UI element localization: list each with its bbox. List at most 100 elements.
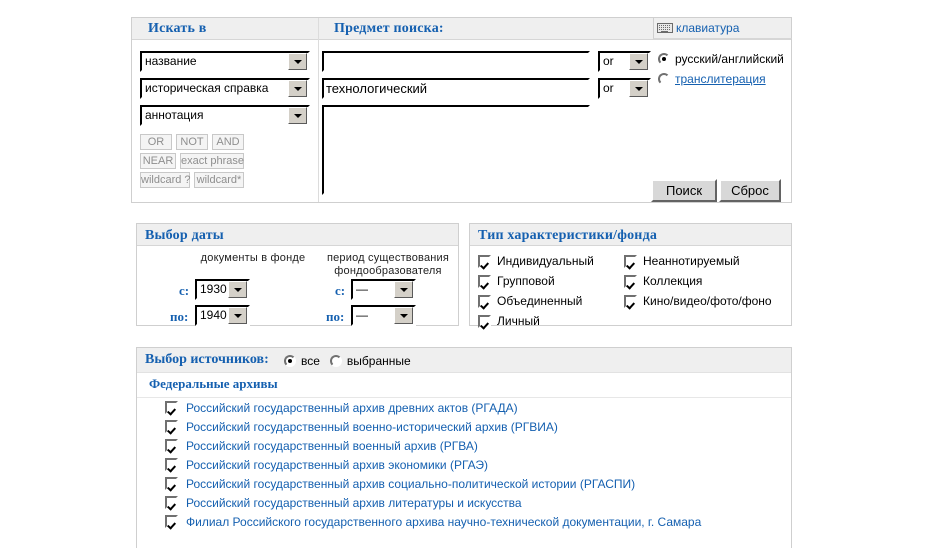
checkbox-media[interactable] — [624, 294, 637, 308]
fund-type-option-group[interactable]: Групповой — [478, 274, 555, 288]
checkbox-archive-rgantd-samara[interactable] — [165, 515, 178, 528]
checkbox-archive-rgae[interactable] — [165, 458, 178, 471]
date-group1-from-select[interactable]: 1930 — [195, 279, 250, 300]
language-option-transliteration-label[interactable]: транслитерация — [675, 72, 766, 86]
search-value-input-2[interactable] — [322, 78, 590, 99]
archive-link-rgvia[interactable]: Российский государственный военно-истори… — [186, 419, 558, 434]
sources-group-title: Федеральные архивы — [149, 376, 278, 391]
search-criteria-panel: Искать в Предмет поиска: название or ист… — [131, 17, 792, 203]
date-group2-to-label: по: — [326, 309, 345, 324]
checkbox-group[interactable] — [478, 274, 491, 288]
fund-type-option-personal-label: Личный — [497, 314, 540, 328]
sources-scope-all[interactable]: все — [284, 354, 320, 368]
radio-transliteration[interactable] — [658, 73, 670, 85]
archive-link-rgali[interactable]: Российский государственный архив литерат… — [186, 495, 522, 510]
search-field-select-2-value: историческая справка — [145, 81, 269, 95]
checkbox-archive-rgaspi[interactable] — [165, 477, 178, 490]
date-group1-from-value: 1930 — [200, 282, 227, 296]
checkbox-archive-rgvia[interactable] — [165, 420, 178, 433]
chevron-down-icon — [288, 107, 307, 124]
checkbox-personal[interactable] — [478, 314, 491, 328]
archive-link-rgada[interactable]: Российский государственный архив древних… — [186, 400, 518, 415]
fund-type-option-media[interactable]: Кино/видео/фото/фоно — [624, 294, 772, 308]
checkbox-unannotated[interactable] — [624, 254, 637, 268]
subject-column-title: Предмет поиска: — [334, 21, 444, 36]
operator-select-2[interactable]: or — [598, 78, 651, 99]
chevron-down-icon — [288, 53, 307, 70]
archive-link-rgae[interactable]: Российский государственный архив экономи… — [186, 457, 489, 472]
checkbox-archive-rgva[interactable] — [165, 439, 178, 452]
date-group2-from-select[interactable]: — — [351, 279, 416, 300]
fund-type-option-united[interactable]: Объединенный — [478, 294, 582, 308]
fund-type-option-personal[interactable]: Личный — [478, 314, 540, 328]
reset-button[interactable]: Сброс — [719, 179, 781, 202]
list-item[interactable]: Российский государственный военно-истори… — [137, 417, 791, 436]
keyboard-header: клавиатура — [653, 17, 792, 39]
sources-panel: Выбор источников: все выбранные Федераль… — [136, 347, 792, 548]
operator-button-not[interactable]: NOT — [176, 134, 208, 150]
fund-type-option-unannotated-label: Неаннотируемый — [643, 254, 740, 268]
date-panel-header: Выбор даты — [137, 224, 458, 246]
chevron-down-icon — [228, 281, 247, 298]
date-group2-from-label: с: — [335, 283, 346, 298]
fund-type-option-united-label: Объединенный — [497, 294, 583, 308]
language-option-russian-english[interactable]: русский/английский — [658, 52, 784, 66]
chevron-down-icon — [394, 307, 413, 324]
language-option-russian-english-label: русский/английский — [675, 52, 784, 66]
radio-scope-selected[interactable] — [329, 355, 342, 367]
list-item[interactable]: Филиал Российского государственного архи… — [137, 512, 791, 531]
fund-type-option-media-label: Кино/видео/фото/фоно — [643, 294, 772, 308]
search-field-select-2[interactable]: историческая справка — [140, 78, 310, 99]
fund-type-option-group-label: Групповой — [497, 274, 555, 288]
virtual-keyboard-link[interactable]: клавиатура — [676, 21, 740, 35]
search-value-input-1[interactable] — [322, 51, 590, 72]
language-option-transliteration[interactable]: транслитерация — [658, 72, 766, 86]
operator-select-1[interactable]: or — [598, 51, 651, 72]
checkbox-united[interactable] — [478, 294, 491, 308]
archive-link-rgaspi[interactable]: Российский государственный архив социаль… — [186, 476, 636, 491]
date-group1-to-select[interactable]: 1940 — [195, 305, 250, 326]
date-group2-from-value: — — [356, 282, 368, 296]
chevron-down-icon — [629, 53, 648, 70]
archive-list: Российский государственный архив древних… — [137, 398, 791, 531]
checkbox-archive-rgada[interactable] — [165, 401, 178, 414]
search-field-select-1[interactable]: название — [140, 51, 310, 72]
sources-scope-group: все выбранные — [284, 354, 411, 368]
fund-type-option-unannotated[interactable]: Неаннотируемый — [624, 254, 740, 268]
sources-title: Выбор источников: — [145, 352, 269, 367]
fund-type-option-collection[interactable]: Коллекция — [624, 274, 702, 288]
list-item[interactable]: Российский государственный военный архив… — [137, 436, 791, 455]
chevron-down-icon — [228, 307, 247, 324]
archive-link-rgantd-samara[interactable]: Филиал Российского государственного архи… — [186, 514, 702, 529]
fund-type-option-individual[interactable]: Индивидуальный — [478, 254, 594, 268]
sources-group-header: Федеральные архивы — [137, 372, 791, 398]
operator-button-and[interactable]: AND — [212, 134, 244, 150]
list-item[interactable]: Российский государственный архив социаль… — [137, 474, 791, 493]
checkbox-archive-rgali[interactable] — [165, 496, 178, 509]
search-field-select-3-value: аннотация — [145, 108, 204, 122]
operator-button-wildcard-question[interactable]: wildcard ? — [140, 172, 191, 188]
chevron-down-icon — [288, 80, 307, 97]
list-item[interactable]: Российский государственный архив литерат… — [137, 493, 791, 512]
operator-select-2-value: or — [603, 81, 614, 95]
date-group1-heading: документы в фонде — [200, 252, 306, 264]
list-item[interactable]: Российский государственный архив древних… — [137, 398, 791, 417]
date-panel-title: Выбор даты — [145, 228, 224, 243]
radio-russian-english[interactable] — [658, 53, 670, 65]
operator-button-or[interactable]: OR — [140, 134, 172, 150]
date-group1-to-label: по: — [170, 309, 189, 324]
radio-scope-all[interactable] — [284, 355, 296, 367]
archive-link-rgva[interactable]: Российский государственный военный архив… — [186, 438, 478, 453]
fund-type-panel: Тип характеристики/фонда Индивидуальный … — [469, 223, 792, 328]
checkbox-individual[interactable] — [478, 254, 491, 268]
checkbox-collection[interactable] — [624, 274, 637, 288]
list-item[interactable]: Российский государственный архив экономи… — [137, 455, 791, 474]
search-field-select-3[interactable]: аннотация — [140, 105, 310, 126]
search-button[interactable]: Поиск — [651, 179, 717, 202]
operator-button-near[interactable]: NEAR — [140, 153, 176, 169]
search-value-textarea-3[interactable] — [322, 105, 590, 195]
operator-button-exact-phrase[interactable]: exact phrase — [180, 153, 244, 169]
date-group2-to-select[interactable]: — — [351, 305, 416, 326]
operator-button-wildcard-star[interactable]: wildcard* — [194, 172, 244, 188]
sources-scope-selected[interactable]: выбранные — [329, 354, 411, 368]
